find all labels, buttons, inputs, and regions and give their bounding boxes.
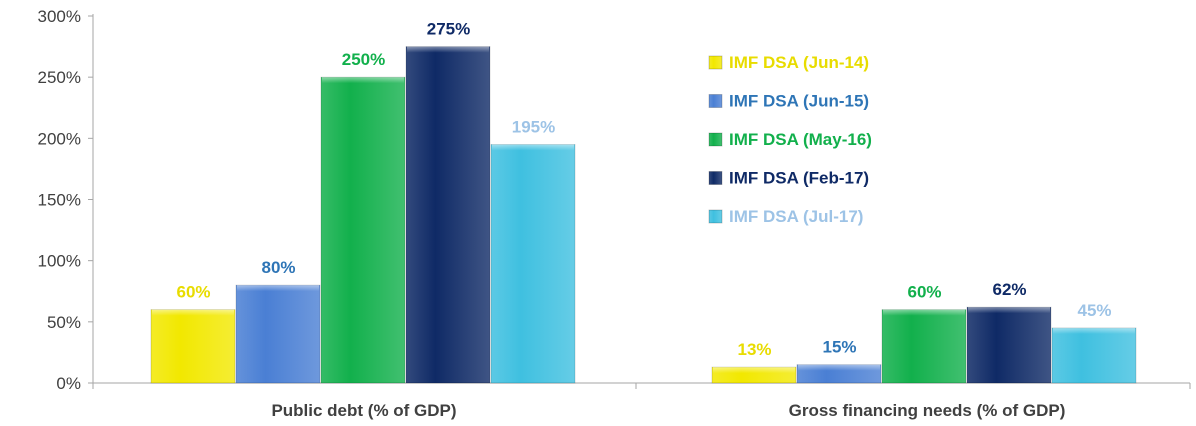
data-label: 60% xyxy=(176,283,210,302)
legend-swatch xyxy=(708,209,723,224)
y-tick-label: 50% xyxy=(47,313,81,332)
data-label: 275% xyxy=(427,20,470,39)
legend: IMF DSA (Jun-14) IMF DSA (Jun-15) IMF DSA … xyxy=(708,53,872,226)
bar-highlight xyxy=(883,309,965,316)
legend-swatch xyxy=(708,94,723,108)
data-label: 15% xyxy=(822,338,856,357)
category-label: Public debt (% of GDP) xyxy=(271,401,456,420)
data-label: 62% xyxy=(992,280,1026,299)
data-label: 195% xyxy=(512,117,555,136)
y-tick-label: 0% xyxy=(56,374,81,393)
bar xyxy=(235,284,321,384)
data-label: 13% xyxy=(737,340,771,359)
y-tick-label: 150% xyxy=(38,191,81,210)
data-label: 250% xyxy=(342,50,385,69)
bar-highlight xyxy=(152,309,234,316)
data-label: 80% xyxy=(261,258,295,277)
legend-label: IMF DSA (Feb-17) xyxy=(729,169,869,188)
legend-label: IMF DSA (Jul-17) xyxy=(729,207,863,226)
y-tick-label: 250% xyxy=(38,68,81,87)
y-axis-ticks: 0% 50% 100% 150% 200% 250% 300% xyxy=(38,7,93,393)
bar xyxy=(1051,327,1137,384)
legend-label: IMF DSA (Jun-14) xyxy=(729,53,869,72)
bar-series xyxy=(150,46,1137,384)
category-labels: Public debt (% of GDP) Gross financing ne… xyxy=(271,401,1065,420)
bar xyxy=(405,46,491,384)
data-label: 60% xyxy=(907,283,941,302)
bar-highlight xyxy=(968,307,1050,314)
data-label: 45% xyxy=(1077,301,1111,320)
bar-highlight xyxy=(1053,327,1135,334)
category-label: Gross financing needs (% of GDP) xyxy=(789,401,1066,420)
data-labels: 60% 80% 250% 275% 195% 13% 15% 60% 62% 45% xyxy=(176,20,1111,360)
legend-swatch xyxy=(708,171,723,185)
bar-highlight xyxy=(407,46,489,53)
bar-highlight xyxy=(798,364,880,371)
legend-label: IMF DSA (Jun-15) xyxy=(729,92,869,111)
bar-highlight xyxy=(322,77,404,84)
bar xyxy=(881,309,967,384)
bar xyxy=(320,76,406,384)
bar xyxy=(966,306,1052,384)
y-tick-label: 200% xyxy=(38,129,81,148)
bar-highlight xyxy=(492,144,574,151)
bar-highlight xyxy=(713,367,795,374)
legend-label: IMF DSA (May-16) xyxy=(729,130,872,149)
legend-swatch xyxy=(708,55,723,70)
y-tick-label: 100% xyxy=(38,252,81,271)
bar xyxy=(150,309,236,384)
y-tick-label: 300% xyxy=(38,7,81,26)
bar-highlight xyxy=(237,285,319,292)
bar xyxy=(490,144,576,384)
legend-swatch xyxy=(708,132,723,147)
